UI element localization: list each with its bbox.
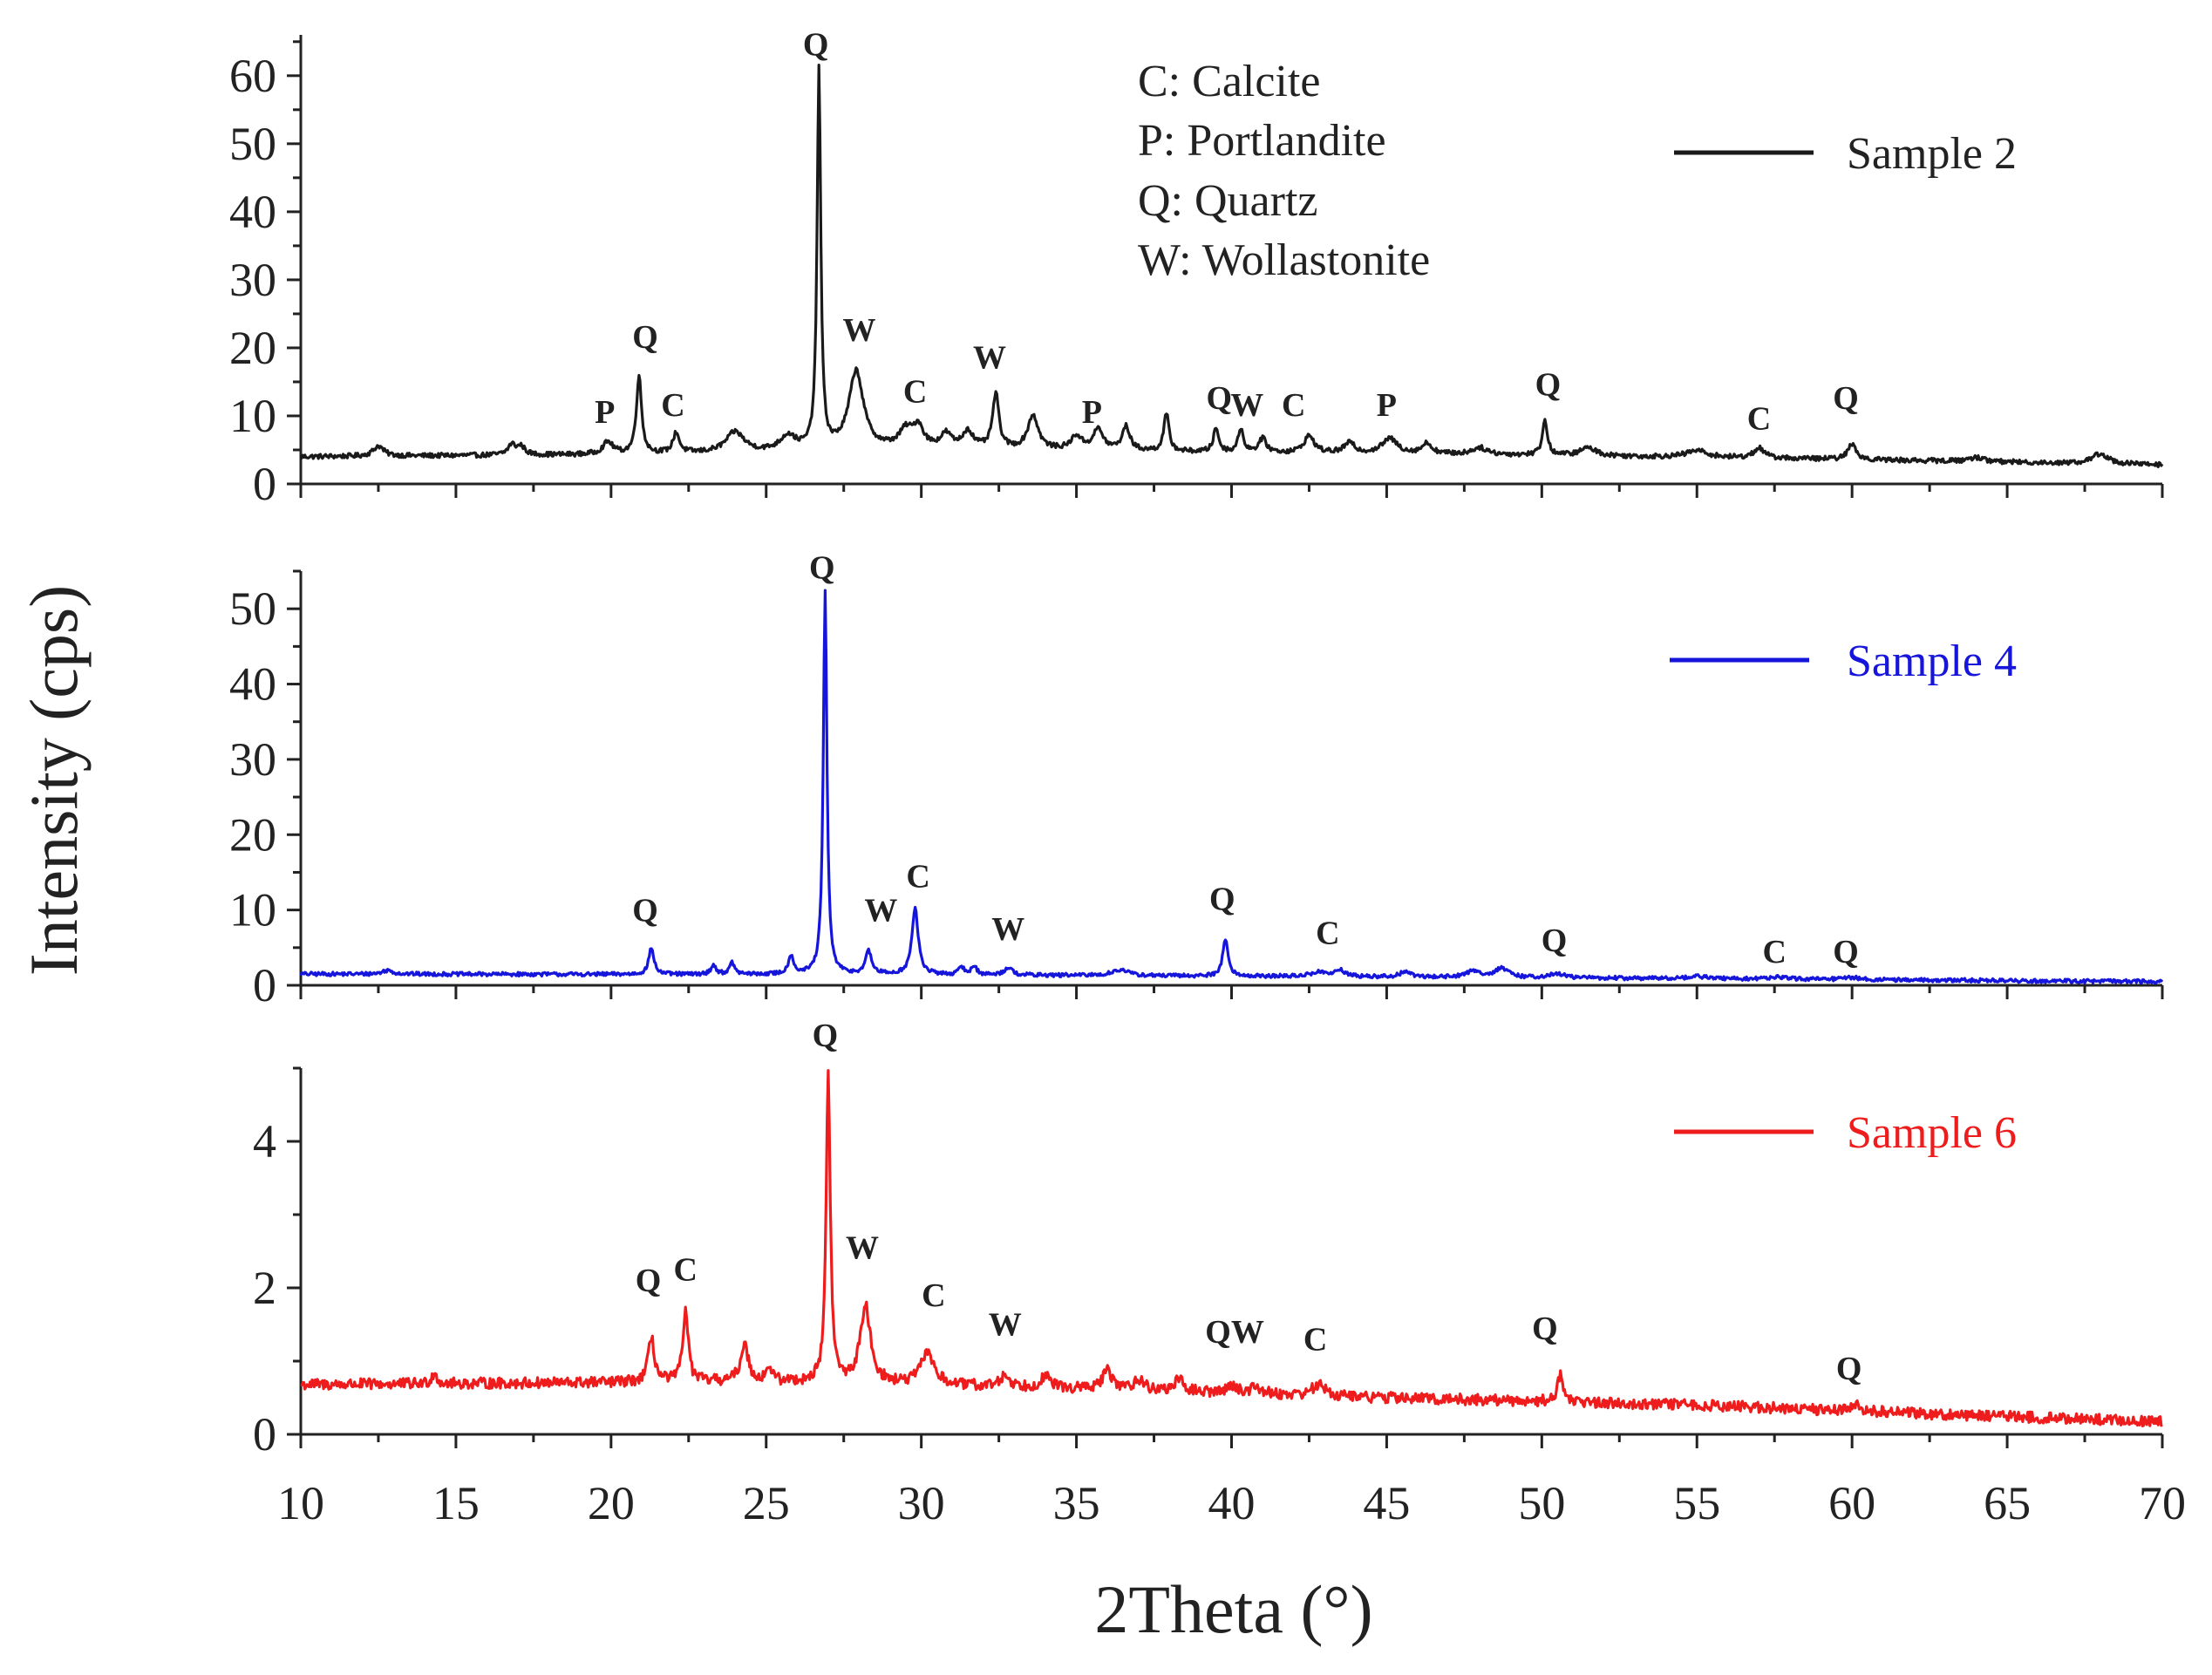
legend-label-sample-6: Sample 6 <box>1847 1108 2017 1158</box>
legend-sample-4: Sample 4 <box>1670 637 2017 686</box>
phase-key-wollastonite: W: Wollastonite <box>1138 235 1430 285</box>
y-tick-label-sample-2: 60 <box>229 50 276 102</box>
x-tick-label: 65 <box>1984 1477 2031 1529</box>
phase-key-calcite: C: Calcite <box>1138 57 1320 106</box>
phase-key-quartz: Q: Quartz <box>1138 176 1317 226</box>
y-tick-label-sample-4: 30 <box>229 733 276 786</box>
peak-label-sample-6: C <box>674 1252 698 1289</box>
peak-label-sample-4: W <box>991 911 1024 948</box>
peak-label-sample-2: Q <box>1206 380 1232 417</box>
x-tick-label: 55 <box>1673 1477 1720 1529</box>
x-tick-label: 20 <box>588 1477 635 1529</box>
x-tick-label: 35 <box>1053 1477 1100 1529</box>
pattern-line-sample-4 <box>299 589 2164 985</box>
y-tick-label-sample-2: 10 <box>229 390 276 442</box>
pattern-line-sample-6 <box>300 1069 2163 1427</box>
peak-label-sample-6: C <box>922 1277 945 1314</box>
x-tick-label: 10 <box>277 1477 324 1529</box>
legend-sample-2: Sample 2 <box>1674 129 2017 179</box>
y-tick-label-sample-4: 0 <box>253 959 276 1011</box>
peak-label-sample-4: Q <box>809 550 835 587</box>
x-axis-title: 2Theta (°) <box>1094 1571 1372 1647</box>
pattern-line-sample-2 <box>299 64 2164 468</box>
peak-label-sample-2: Q <box>1833 380 1859 417</box>
x-tick-label: 50 <box>1518 1477 1565 1529</box>
peak-label-sample-6: Q <box>636 1263 662 1299</box>
peak-label-sample-2: C <box>1282 387 1305 424</box>
y-tick-label-sample-6: 2 <box>253 1262 276 1314</box>
legend-sample-6: Sample 6 <box>1674 1108 2017 1158</box>
peak-label-sample-6: QW <box>1205 1314 1264 1351</box>
peak-label-sample-2: C <box>1747 401 1771 438</box>
peak-label-sample-4: Q <box>1209 882 1235 918</box>
peak-label-sample-2: P <box>1377 387 1397 424</box>
phase-key-portlandite: P: Portlandite <box>1138 116 1386 166</box>
phase-key: C: Calcite P: Portlandite Q: Quartz W: W… <box>1138 57 1430 285</box>
y-tick-label-sample-6: 0 <box>253 1408 276 1461</box>
peak-label-sample-2: Q <box>632 319 658 356</box>
peak-label-sample-4: C <box>1316 916 1339 952</box>
peak-label-sample-4: Q <box>1833 934 1859 970</box>
x-tick-label: 60 <box>1828 1477 1875 1529</box>
y-tick-label-sample-4: 40 <box>229 658 276 711</box>
y-tick-label-sample-4: 20 <box>229 808 276 861</box>
peak-label-sample-6: W <box>846 1229 879 1266</box>
y-tick-label-sample-2: 40 <box>229 186 276 238</box>
y-tick-label-sample-2: 20 <box>229 322 276 374</box>
peak-label-sample-6: Q <box>1532 1311 1558 1347</box>
peak-label-sample-2: C <box>903 373 927 410</box>
peak-label-sample-6: Q <box>813 1018 839 1054</box>
peak-label-sample-2: P <box>1082 394 1102 431</box>
peak-label-sample-2: C <box>661 387 684 424</box>
peak-label-sample-4: C <box>1762 934 1786 970</box>
peak-label-sample-2: W <box>1230 387 1263 424</box>
peak-label-sample-6: W <box>989 1307 1022 1344</box>
peak-label-sample-2: Q <box>1535 367 1562 404</box>
y-tick-label-sample-2: 0 <box>253 458 276 510</box>
peak-label-sample-6: Q <box>1836 1351 1862 1387</box>
peak-label-sample-4: Q <box>632 893 658 929</box>
x-tick-label: 40 <box>1208 1477 1256 1529</box>
peak-label-sample-2: P <box>595 394 615 431</box>
peak-label-sample-2: W <box>973 339 1006 376</box>
y-tick-label-sample-2: 30 <box>229 254 276 306</box>
x-tick-label: 15 <box>432 1477 480 1529</box>
peak-label-sample-4: Q <box>1542 923 1568 959</box>
x-tick-label: 30 <box>898 1477 945 1529</box>
x-tick-label: 25 <box>743 1477 790 1529</box>
x-tick-label: 70 <box>2139 1477 2186 1529</box>
peak-label-sample-4: W <box>864 893 897 929</box>
x-tick-labels: 10 15 20 25 30 35 40 45 50 55 60 65 70 <box>277 1477 2186 1529</box>
peak-label-sample-2: W <box>843 312 876 349</box>
y-tick-label-sample-4: 10 <box>229 884 276 936</box>
peak-label-sample-6: C <box>1303 1321 1327 1358</box>
legend-label-sample-2: Sample 2 <box>1847 129 2017 179</box>
peak-label-sample-4: C <box>906 859 929 895</box>
x-tick-label: 45 <box>1363 1477 1410 1529</box>
y-tick-label-sample-2: 50 <box>229 118 276 170</box>
y-tick-label-sample-6: 4 <box>253 1115 276 1168</box>
y-axis-title: Intensity (cps) <box>16 585 92 976</box>
y-tick-label-sample-4: 50 <box>229 582 276 635</box>
peak-label-sample-2: Q <box>803 26 829 63</box>
legend-label-sample-4: Sample 4 <box>1847 637 2017 686</box>
